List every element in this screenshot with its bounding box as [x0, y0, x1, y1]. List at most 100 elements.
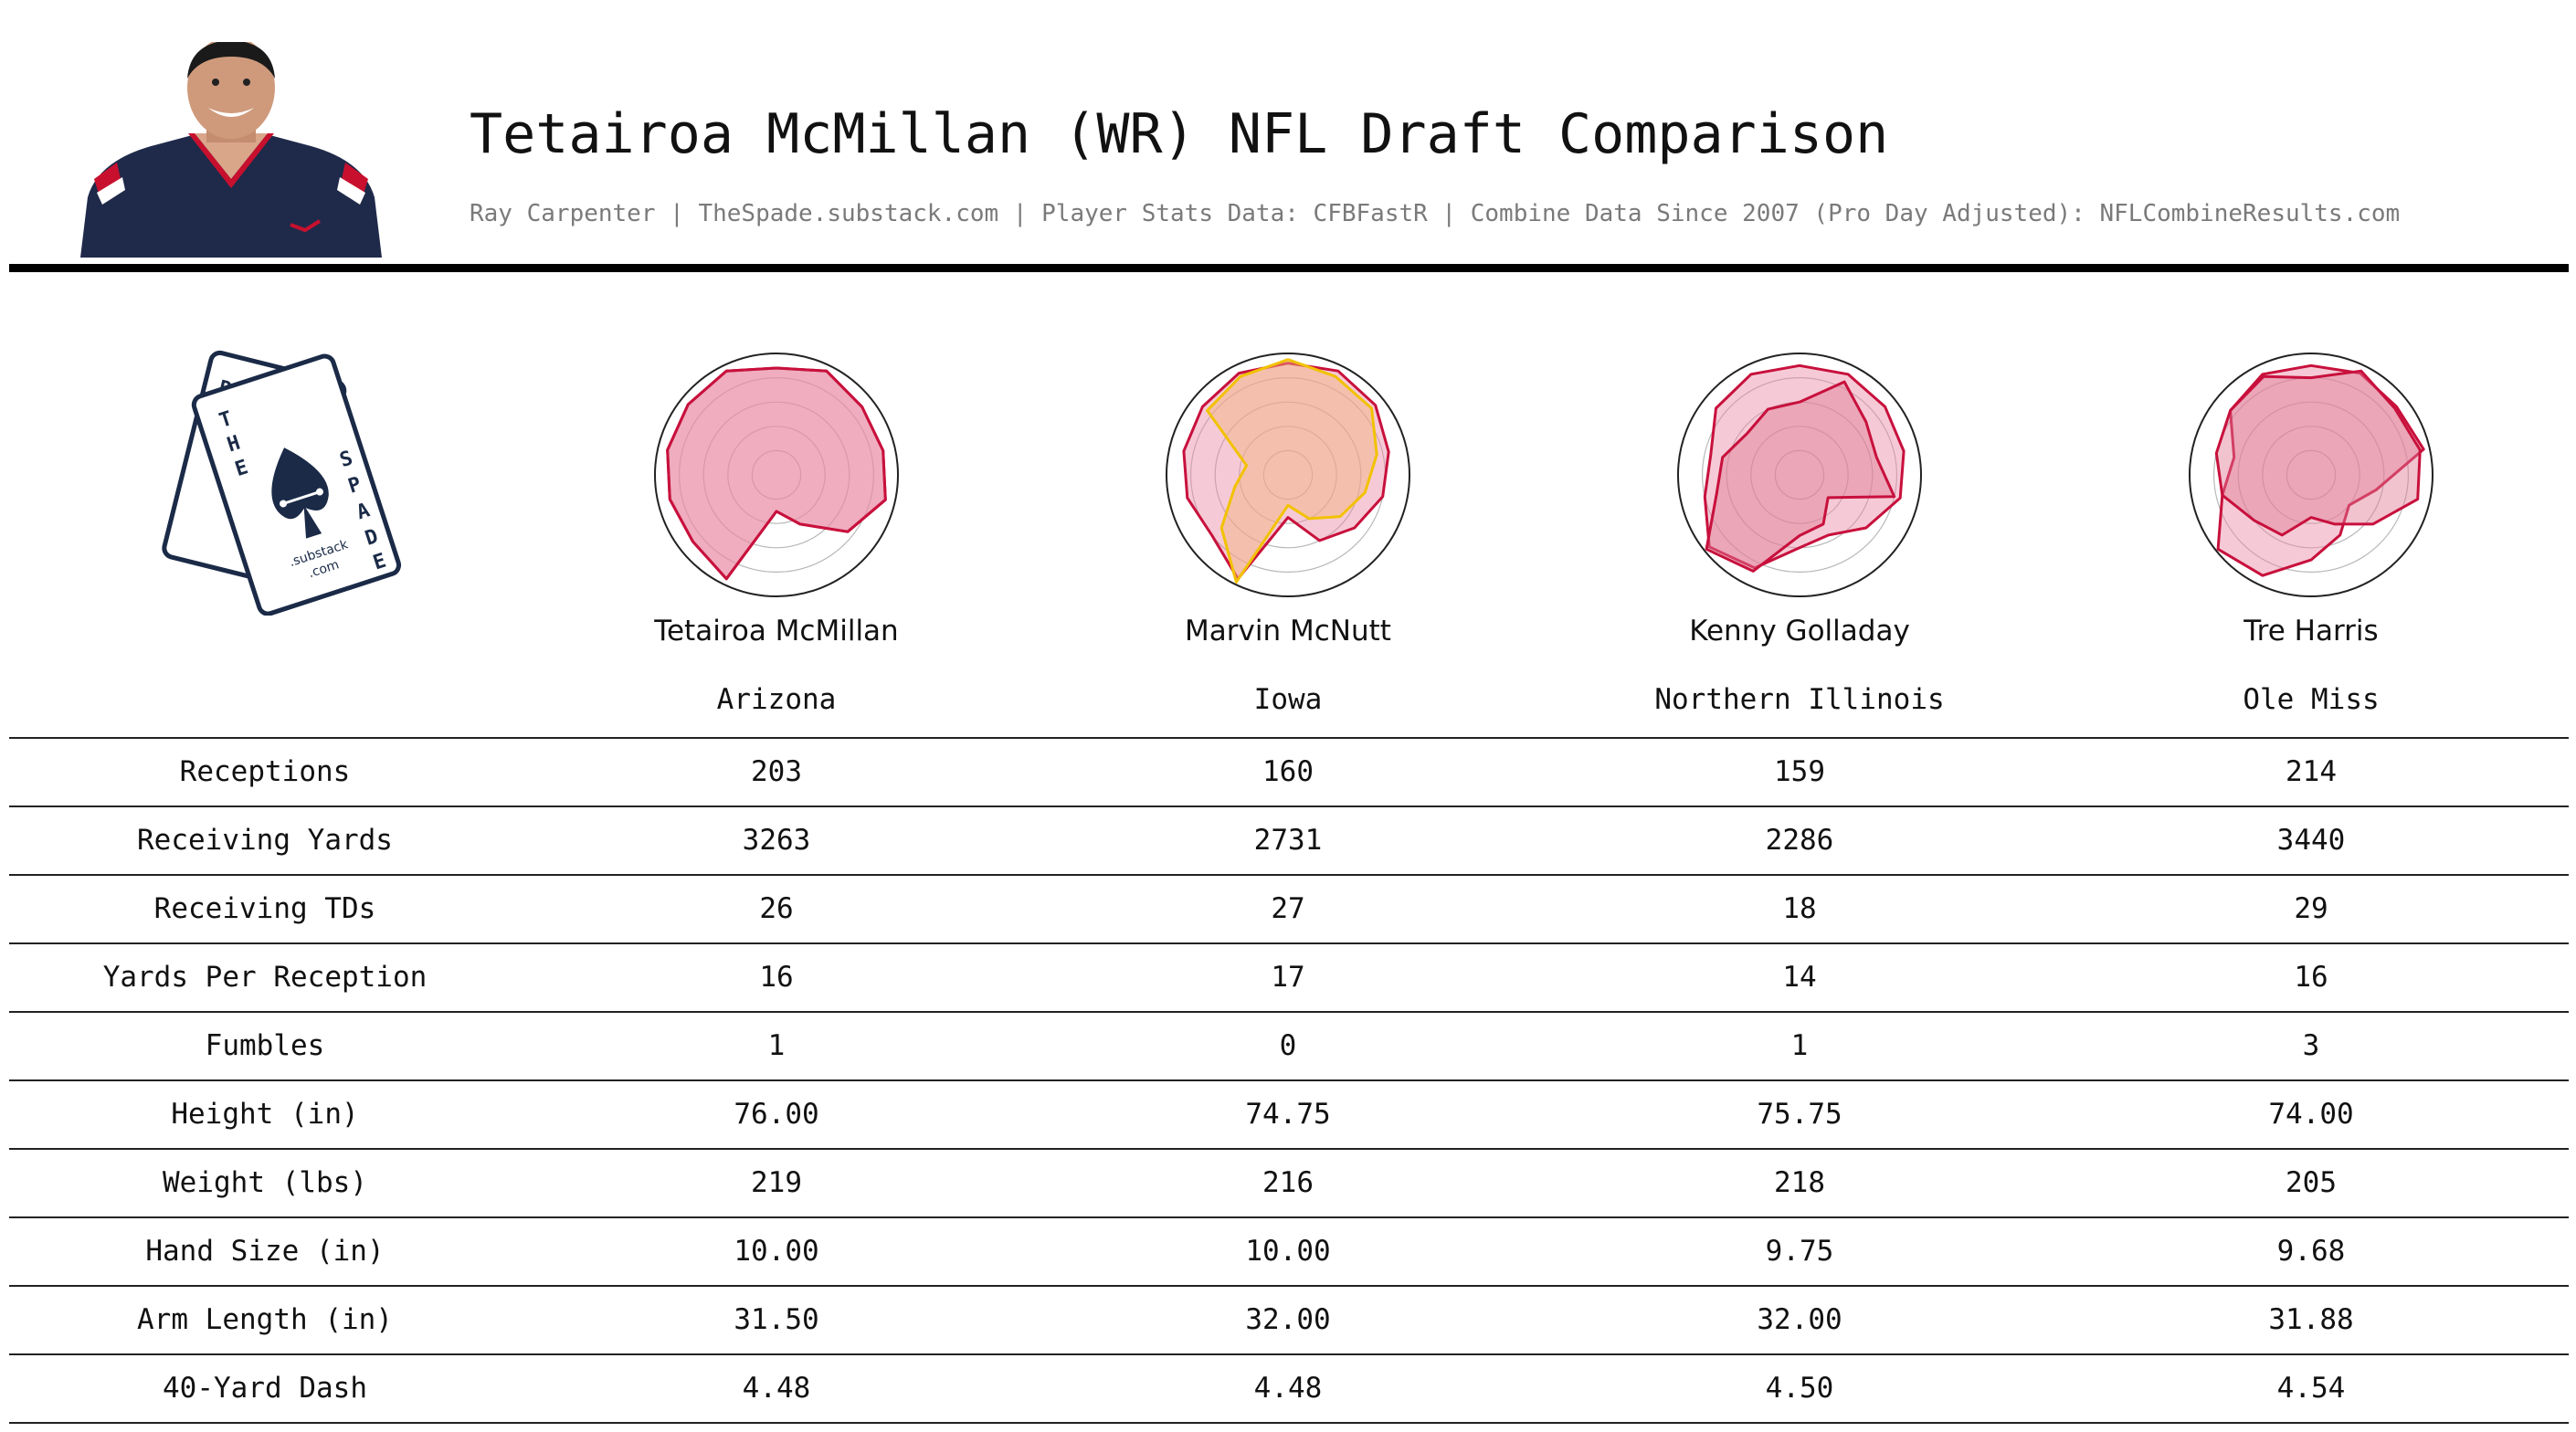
- row-label: Yards Per Reception: [102, 961, 428, 994]
- table-cell: 216: [1262, 1166, 1314, 1199]
- player-column: Kenny Golladay Northern Illinois: [1544, 347, 2055, 740]
- player-photo: [80, 42, 382, 258]
- table-cell: 16: [2294, 961, 2328, 994]
- table-cell: 31.88: [2268, 1303, 2354, 1336]
- table-cell: 1: [767, 1029, 786, 1062]
- radar-outer-ring: [2189, 353, 2433, 597]
- table-cell: 17: [1271, 961, 1305, 994]
- table-cell: 4.48: [1253, 1372, 1323, 1405]
- table-cell: 205: [2286, 1166, 2337, 1199]
- table-cell: 3263: [742, 824, 811, 857]
- radar-chart: [654, 353, 899, 597]
- player-name: Tre Harris: [2243, 615, 2379, 648]
- table-row: 40-Yard Dash 4.48 4.48 4.50 4.54: [9, 1353, 2569, 1424]
- radar-chart: [1677, 353, 1922, 597]
- radar-grid-ring: [1701, 376, 1898, 574]
- radar-outer-ring: [654, 353, 899, 597]
- table-cell: 10.00: [734, 1235, 819, 1268]
- table-cell: 2286: [1765, 824, 1834, 857]
- player-column: Tetairoa McMillan Arizona: [521, 347, 1032, 740]
- comparison-table: Receptions 203 160 159 214 Receiving Yards 326…: [9, 737, 2569, 1424]
- table-cell: 4.50: [1765, 1372, 1834, 1405]
- radar-grid-ring: [678, 376, 875, 574]
- table-cell: 31.50: [734, 1303, 819, 1336]
- radar-outer-ring: [1677, 353, 1922, 597]
- page-title: Tetairoa McMillan (WR) NFL Draft Compari…: [470, 102, 1889, 166]
- radar-chart: [2189, 353, 2433, 597]
- row-label: Hand Size (in): [145, 1235, 385, 1268]
- table-cell: 9.68: [2276, 1235, 2346, 1268]
- radar-grid-ring: [1750, 426, 1849, 524]
- table-row: Receiving TDs 26 27 18 29: [9, 874, 2569, 942]
- table-cell: 4.48: [742, 1372, 811, 1405]
- table-cell: 32.00: [1245, 1303, 1331, 1336]
- table-cell: 2731: [1253, 824, 1323, 857]
- table-cell: 3440: [2276, 824, 2346, 857]
- row-label: Receiving Yards: [137, 824, 393, 857]
- player-column: Marvin McNutt Iowa: [1032, 347, 1544, 740]
- player-name: Marvin McNutt: [1185, 615, 1391, 648]
- table-cell: 203: [751, 755, 802, 788]
- row-label: Arm Length (in): [137, 1303, 393, 1336]
- radar-grid-ring: [1239, 426, 1337, 524]
- radar-grid-ring: [727, 426, 826, 524]
- table-cell: 26: [759, 892, 794, 925]
- table-cell: 16: [759, 961, 794, 994]
- radar-series-2: [1705, 380, 1896, 573]
- radar-series-2: [666, 366, 887, 581]
- player-name: Kenny Golladay: [1689, 615, 1910, 648]
- radar-grid-ring: [1774, 449, 1825, 500]
- radar-series-1: [2216, 363, 2425, 577]
- front-card: T H E S P A D E .substack .com: [191, 353, 402, 616]
- radar-series-1: [1703, 363, 1906, 570]
- player-name: Tetairoa McMillan: [654, 615, 899, 648]
- radar-grid-ring: [751, 449, 802, 500]
- page-subtitle: Ray Carpenter | TheSpade.substack.com | …: [470, 200, 2401, 227]
- table-cell: 76.00: [734, 1098, 819, 1131]
- radar-grid-ring: [2286, 449, 2337, 500]
- table-cell: 14: [1782, 961, 1817, 994]
- radar-series-1: [1182, 362, 1390, 581]
- row-label: Fumbles: [205, 1029, 325, 1062]
- spade-logo: R C T H E S P A D E .substack .com: [162, 350, 402, 616]
- player-column: Tre Harris Ole Miss: [2055, 347, 2567, 740]
- table-cell: 29: [2294, 892, 2328, 925]
- table-row: Hand Size (in) 10.00 10.00 9.75 9.68: [9, 1216, 2569, 1285]
- table-cell: 75.75: [1757, 1098, 1842, 1131]
- table-cell: 218: [1774, 1166, 1825, 1199]
- radar-outer-ring: [1166, 353, 1410, 597]
- table-cell: 3: [2302, 1029, 2320, 1062]
- table-cell: 32.00: [1757, 1303, 1842, 1336]
- row-label: Receiving TDs: [153, 892, 376, 925]
- table-cell: 9.75: [1765, 1235, 1834, 1268]
- header-divider: [9, 264, 2569, 272]
- row-label: 40-Yard Dash: [163, 1372, 367, 1405]
- table-cell: 27: [1271, 892, 1305, 925]
- table-cell: 159: [1774, 755, 1825, 788]
- radar-series-2: [1206, 358, 1378, 584]
- row-label: Weight (lbs): [163, 1166, 367, 1199]
- table-cell: 214: [2286, 755, 2337, 788]
- player-school: Northern Illinois: [1654, 683, 1945, 716]
- table-row: Weight (lbs) 219 216 218 205: [9, 1148, 2569, 1216]
- radar-grid-ring: [702, 401, 850, 549]
- table-cell: 0: [1279, 1029, 1297, 1062]
- table-cell: 74.75: [1245, 1098, 1331, 1131]
- radar-grid-ring: [2262, 426, 2360, 524]
- radar-chart: [1166, 353, 1410, 597]
- player-school: Iowa: [1253, 683, 1323, 716]
- table-cell: 1: [1790, 1029, 1809, 1062]
- table-row: Yards Per Reception 16 17 14 16: [9, 942, 2569, 1011]
- header: Tetairoa McMillan (WR) NFL Draft Compari…: [0, 0, 2576, 274]
- radar-grid-ring: [1262, 449, 1314, 500]
- table-row: Fumbles 1 0 1 3: [9, 1011, 2569, 1079]
- table-cell: 18: [1782, 892, 1817, 925]
- table-cell: 219: [751, 1166, 802, 1199]
- table-cell: 74.00: [2268, 1098, 2354, 1131]
- table-row: Height (in) 76.00 74.75 75.75 74.00: [9, 1079, 2569, 1148]
- radar-series-2: [2214, 369, 2422, 537]
- table-row: Receptions 203 160 159 214: [9, 737, 2569, 806]
- player-school: Ole Miss: [2243, 683, 2380, 716]
- table-row: Arm Length (in) 31.50 32.00 32.00 31.88: [9, 1285, 2569, 1353]
- radar-grid-ring: [1214, 401, 1362, 549]
